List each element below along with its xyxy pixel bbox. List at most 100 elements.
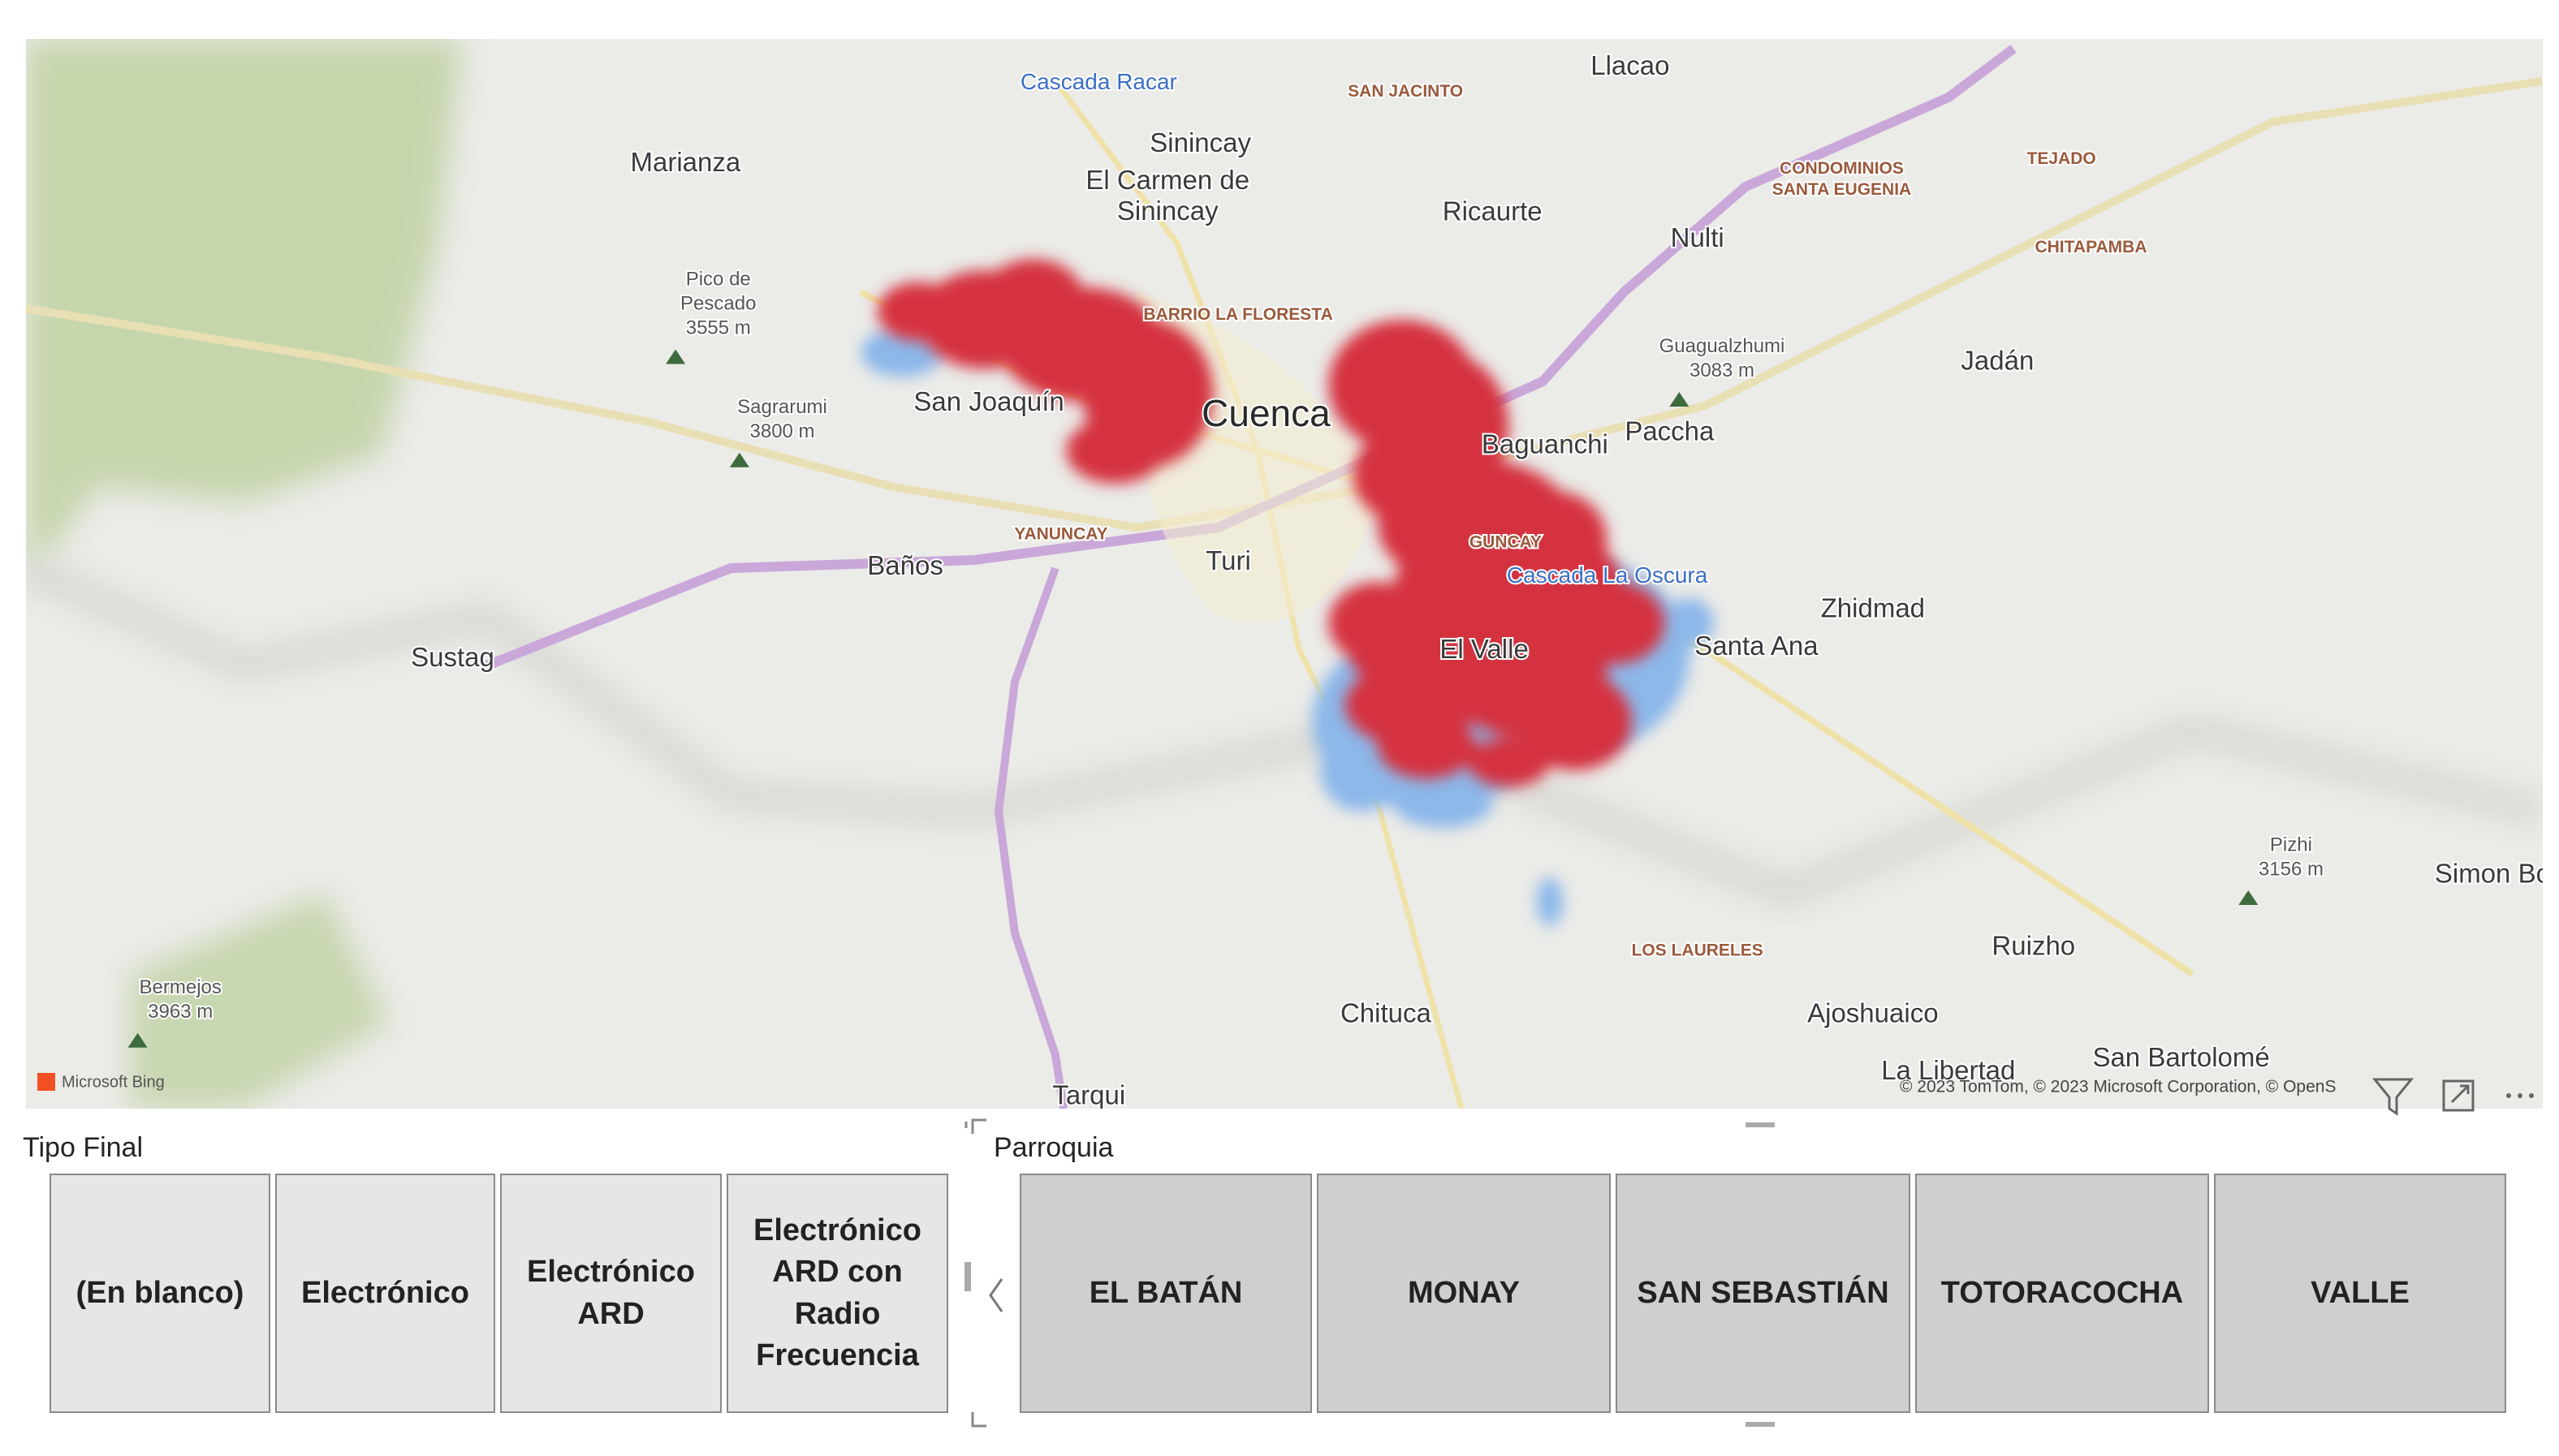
map-label-line: CONDOMINIOS [1780,159,1904,178]
map-label: Sinincay [1150,127,1251,157]
map-label-line: BARRIO LA FLORESTA [1143,304,1332,323]
map-label: Simon Bo [2435,858,2551,888]
map-label: Paccha [1625,416,1715,446]
map-label-line: 3800 m [750,420,815,442]
map-label-line: Paccha [1625,416,1715,446]
map-label: Chituca [1340,997,1432,1027]
heat-blob [1467,738,1550,787]
map-label: SAN JACINTO [1348,82,1463,101]
slicer-button[interactable]: (En blanco) [50,1174,270,1413]
map-label-line: Santa Ana [1694,631,1819,661]
slicer-button[interactable]: MONAY [1317,1174,1611,1413]
map-label: Turi [1206,545,1251,575]
slicer-button[interactable]: Electrónico ARD [500,1174,722,1413]
peak-icon [1669,391,1689,407]
map-label-line: Cuenca [1202,392,1331,434]
map-label: Cuenca [1202,392,1331,434]
map-visual: Cascada Racar SAN JACINTO Llacao Marianza Si… [26,39,2551,1128]
map-label-line: Simon Bo [2435,858,2551,888]
map-label-line: Guagualzhumi [1659,336,1785,358]
heat-blob [1517,672,1632,771]
slicer-button[interactable]: Electrónico ARD con Radio Frecuencia [727,1174,948,1413]
map-label: Baños [867,550,943,580]
map-label: Zhidmad [1821,592,1925,622]
slicer-button[interactable]: EL BATÁN [1020,1174,1312,1413]
map-label-line: Ajoshuaico [1807,997,1938,1027]
map-label-line: YANUNCAY [1014,524,1107,543]
map-label-line: Pico de [686,269,751,291]
map-label: TEJADO [2027,149,2096,167]
heat-blob [984,259,1083,332]
map-copyright: © 2023 TomTom, © 2023 Microsoft Corporat… [1900,1078,2336,1096]
filter-icon[interactable] [2371,1078,2414,1116]
map-label-line: LOS LAURELES [1632,941,1763,959]
map-label: LOS LAURELES [1632,941,1763,959]
map-label: Sagrarumi 3800 m [737,396,827,442]
map-label-line: El Valle [1439,634,1528,664]
map-label: El Valle [1439,634,1528,664]
map-label-line: Llacao [1590,50,1669,80]
map-label-line: Ruizho [1992,930,2075,960]
map-label-line: Zhidmad [1821,592,1925,622]
map-label: El Carmen de Sinincay [1085,165,1249,226]
map-label-line: La Libertad [1881,1055,2015,1085]
map-label: Santa Ana [1694,631,1819,661]
map-label: YANUNCAY [1014,524,1107,543]
slicer-button[interactable]: SAN SEBASTIÁN [1616,1174,1910,1413]
map-label-line: GUNCAY [1469,532,1542,551]
map-label-line: 3156 m [2259,859,2324,881]
peak-icon [127,1032,148,1048]
heat-layer [861,259,1714,927]
map-label-line: Sagrarumi [737,396,827,418]
map-label-line: Jadán [1961,345,2034,375]
map-label-line: CHITAPAMBA [2035,238,2147,256]
map-label-line: Pizhi [2270,834,2312,856]
map-label: La Libertad [1881,1055,2015,1085]
map-label-line: El Carmen de [1085,165,1249,195]
slicer-button[interactable]: Electrónico [275,1174,495,1413]
map-label-line: Tarqui [1052,1079,1125,1109]
map-label: Ricaurte [1443,196,1543,226]
map-label-line: Bermejos [140,976,222,998]
map-label: GUNCAY [1469,532,1542,551]
map-label: CONDOMINIOS SANTA EUGENIA [1772,159,1912,199]
slicer-button[interactable]: TOTORACOCHA [1915,1174,2209,1413]
map-label-line: Ricaurte [1443,196,1543,226]
map-label-line: Sustag [411,642,494,672]
map-label: Jadán [1961,345,2034,375]
map-label: Baguanchi [1482,429,1608,459]
heat-blob [877,282,960,342]
map-label-line: Sinincay [1150,127,1251,157]
map-label-line: 3083 m [1689,360,1754,382]
map-label-line: Cascada La Oscura [1507,562,1708,588]
scroll-left-arrow[interactable] [989,1278,1003,1312]
slicer-button[interactable]: VALLE [2214,1174,2506,1413]
map-label-line: Cascada Racar [1021,69,1177,94]
map-base: Cascada Racar SAN JACINTO Llacao Marianza Si… [26,39,2551,1109]
heat-halo [1664,598,1714,648]
map-label-line: SANTA EUGENIA [1772,180,1912,199]
map-label: Cascada La Oscura [1507,562,1708,588]
more-options-icon[interactable] [2506,1093,2534,1098]
map-label: Guagualzhumi 3083 m [1659,336,1785,382]
heat-blob [1377,713,1476,779]
map-label: Pico de Pescado 3555 m [680,269,756,339]
map-label: Ruizho [1992,930,2075,960]
visual-header-icons[interactable] [2371,1078,2534,1116]
map-label-line: Chituca [1340,997,1432,1027]
map-label-line: Turi [1206,545,1251,575]
peak-icon [666,349,686,364]
map-label-line: Marianza [630,147,740,177]
focus-mode-icon[interactable] [2442,1079,2475,1112]
peak-icon [2238,890,2259,906]
map-label: San Joaquín [913,386,1064,416]
map-label-line: 3963 m [148,1001,213,1023]
map-label-line: San Bartolomé [2092,1042,2269,1072]
map-label: Pizhi 3156 m [2259,834,2324,881]
heat-halo [1394,778,1493,829]
map-label-line: Nulti [1671,222,1724,252]
heat-blob [1566,582,1665,665]
peak-icon [729,452,749,467]
map-label: Sustag [411,642,494,672]
